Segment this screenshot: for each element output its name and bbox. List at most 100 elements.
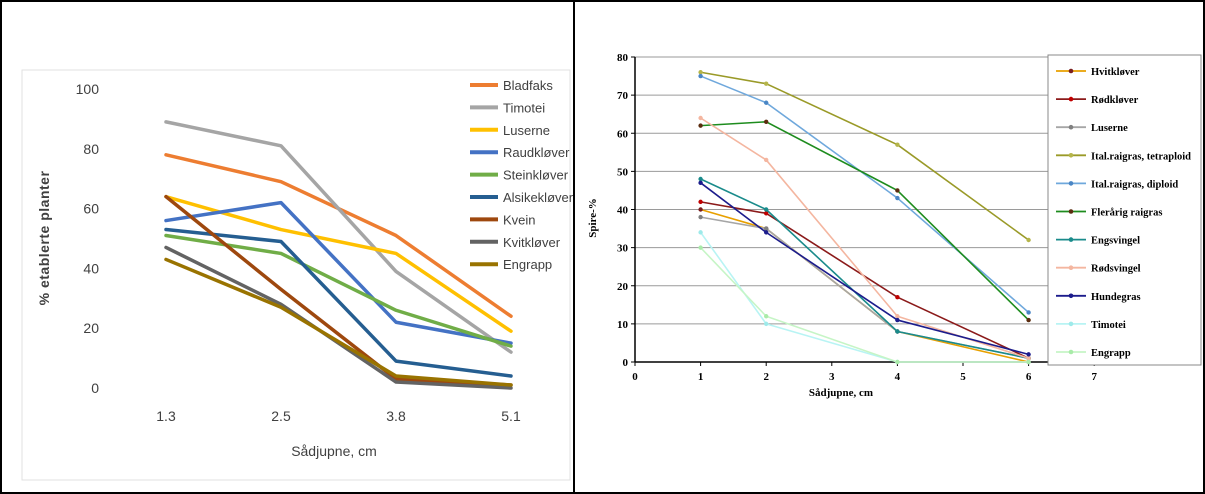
right-series-line bbox=[700, 182, 1029, 356]
left-legend-label: Bladfaks bbox=[503, 78, 553, 93]
left-x-ticks: 1.3 2.5 3.8 5.1 bbox=[156, 408, 521, 424]
right-legend-label: Flerårig raigras bbox=[1091, 208, 1162, 219]
right-series-point bbox=[698, 70, 703, 75]
right-legend-box bbox=[1047, 54, 1202, 366]
left-x-tick-label: 5.1 bbox=[501, 408, 521, 424]
left-legend-label: Engrapp bbox=[503, 257, 552, 272]
right-x-tick-label: 1 bbox=[698, 371, 704, 383]
left-legend-label: Timotei bbox=[503, 100, 545, 115]
right-series-point bbox=[764, 207, 769, 212]
right-x-tick-label: 0 bbox=[632, 371, 638, 383]
left-y-tick-label: 60 bbox=[83, 201, 99, 217]
right-chart: 0 10 20 30 40 50 60 70 80 0 1 2 3 4 5 6 7 Hvitkløver Rød… bbox=[587, 52, 1202, 399]
right-series-line bbox=[700, 117, 1029, 359]
right-y-tick-label: 60 bbox=[617, 128, 629, 140]
right-x-tick-label: 6 bbox=[1026, 371, 1032, 383]
right-y-tick-label: 10 bbox=[617, 319, 629, 331]
left-y-tick-label: 40 bbox=[83, 260, 99, 276]
left-series-line bbox=[164, 227, 513, 378]
right-series-point bbox=[698, 245, 703, 250]
right-legend: Hvitkløver Rødkløver Luserne Ital.raigras, … bbox=[1056, 67, 1191, 359]
right-series-point bbox=[895, 142, 900, 147]
left-x-axis-label: Sådjupne, cm bbox=[291, 443, 377, 459]
right-series-point bbox=[1026, 237, 1031, 243]
right-legend-label: Timotei bbox=[1091, 320, 1126, 331]
right-series-point bbox=[895, 195, 900, 201]
right-legend-label: Engsvingel bbox=[1091, 236, 1140, 247]
right-series-point bbox=[895, 314, 900, 319]
left-legend: Bladfaks Timotei Luserne Raudkløver Steinklø… bbox=[470, 78, 574, 272]
left-legend-label: Alsikekløver bbox=[503, 190, 574, 205]
right-legend-label: Hvitkløver bbox=[1091, 67, 1140, 78]
right-series-line bbox=[700, 247, 1029, 363]
right-y-tick-label: 80 bbox=[617, 52, 629, 64]
right-series-point bbox=[895, 317, 900, 323]
right-series-point bbox=[698, 230, 703, 235]
left-chart-area bbox=[21, 69, 571, 481]
right-series-point bbox=[1026, 352, 1031, 357]
right-y-tick-label: 70 bbox=[617, 90, 629, 102]
right-legend-marker bbox=[1068, 293, 1074, 299]
right-series-point bbox=[895, 294, 900, 300]
left-legend-label: Steinkløver bbox=[503, 168, 569, 183]
right-legend-label: Hundegras bbox=[1091, 292, 1141, 303]
right-legend-marker bbox=[1068, 124, 1074, 130]
right-series-point bbox=[895, 359, 900, 365]
right-y-tick-label: 30 bbox=[617, 243, 629, 255]
right-series-line bbox=[700, 178, 1029, 359]
left-series-line bbox=[164, 120, 513, 354]
right-legend-label: Luserne bbox=[1091, 123, 1128, 134]
right-x-tick-label: 3 bbox=[829, 371, 835, 383]
left-y-ticks: 0 20 40 60 80 100 bbox=[76, 81, 100, 396]
right-series-point bbox=[1026, 310, 1031, 315]
left-y-tick-label: 80 bbox=[83, 141, 99, 157]
right-x-tick-label: 2 bbox=[763, 371, 769, 383]
left-x-tick-label: 3.8 bbox=[386, 408, 406, 424]
left-chart: 0 20 40 60 80 100 1.3 2.5 3.8 5.1 Bladfaks Timote… bbox=[21, 69, 574, 481]
right-legend-marker bbox=[1068, 349, 1074, 355]
right-legend-label: Engrapp bbox=[1091, 348, 1131, 359]
right-y-tick-label: 50 bbox=[617, 166, 629, 178]
right-series-point bbox=[698, 123, 703, 128]
right-series-point bbox=[698, 214, 703, 220]
right-series-point bbox=[1026, 359, 1031, 365]
right-series-point bbox=[764, 321, 769, 327]
right-legend-marker bbox=[1068, 321, 1074, 327]
right-series-point bbox=[895, 188, 900, 193]
right-series-point bbox=[698, 199, 703, 205]
right-series-line bbox=[700, 216, 1029, 359]
right-series-point bbox=[764, 81, 769, 86]
left-series-line bbox=[164, 200, 513, 345]
right-series-point bbox=[698, 73, 703, 79]
right-y-tick-label: 40 bbox=[617, 205, 629, 217]
left-x-tick-label: 2.5 bbox=[271, 408, 291, 424]
right-legend-marker bbox=[1068, 96, 1074, 102]
right-series-line bbox=[700, 71, 1030, 241]
right-series-point bbox=[764, 226, 769, 231]
right-series-point bbox=[764, 119, 769, 125]
right-legend-marker bbox=[1068, 265, 1074, 271]
left-x-tick-label: 1.3 bbox=[156, 408, 176, 424]
right-legend-label: Rødsvingel bbox=[1091, 264, 1141, 275]
right-gridlines bbox=[634, 56, 1201, 363]
left-series-line bbox=[164, 257, 513, 387]
left-series-lines bbox=[164, 120, 513, 390]
right-series-point bbox=[698, 207, 703, 212]
left-y-tick-label: 20 bbox=[83, 320, 99, 336]
right-x-ticks: 0 1 2 3 4 5 6 7 bbox=[632, 362, 1097, 383]
left-legend-label: Luserne bbox=[503, 123, 550, 138]
right-series-point bbox=[1026, 317, 1031, 323]
right-series-lines bbox=[698, 70, 1031, 365]
right-series-point bbox=[698, 180, 703, 186]
right-series-point bbox=[764, 230, 769, 235]
right-x-axis-label: Sådjupne, cm bbox=[809, 387, 873, 399]
right-legend-marker bbox=[1068, 181, 1074, 186]
right-legend-label: Rødkløver bbox=[1091, 95, 1139, 106]
left-legend-label: Kvitkløver bbox=[503, 235, 561, 250]
right-series-point bbox=[698, 115, 703, 121]
right-legend-marker bbox=[1068, 68, 1074, 74]
right-series-point bbox=[764, 314, 769, 319]
right-y-axis-label: Spire-% bbox=[587, 198, 599, 238]
right-legend-marker bbox=[1068, 209, 1074, 214]
